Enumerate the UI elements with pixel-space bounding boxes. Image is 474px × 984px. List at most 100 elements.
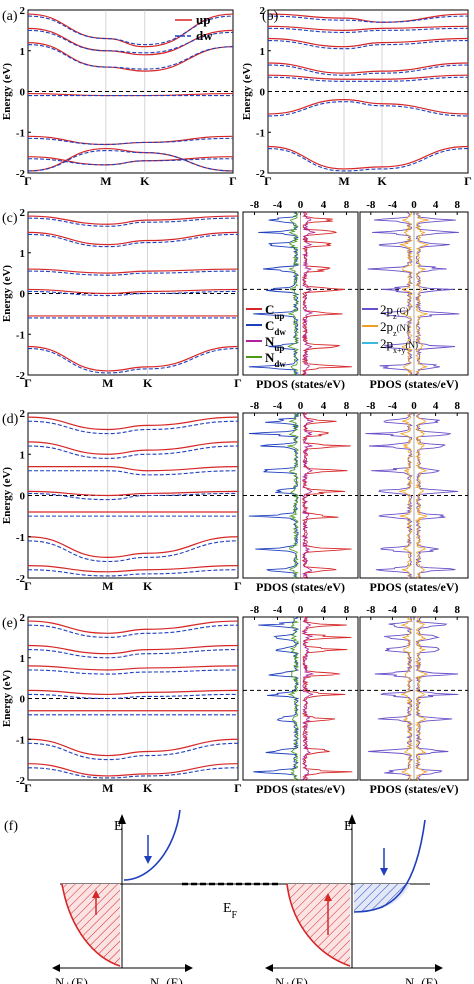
x-tick-label: Γ	[234, 579, 242, 593]
spin-up-band	[267, 99, 469, 115]
legend-label-up: up	[196, 12, 210, 27]
spin-up-band	[27, 13, 234, 48]
panel-label: (b)	[262, 9, 279, 24]
spin-down-band	[27, 270, 239, 276]
fermi-label: EF	[223, 901, 238, 921]
spin-up-band	[267, 25, 469, 31]
spin-down-band	[267, 27, 469, 33]
spin-up-band	[27, 345, 239, 372]
spin-down-band	[27, 693, 239, 700]
spin-up-band	[267, 62, 469, 74]
spin-up-band	[27, 416, 239, 431]
spin-down-band	[27, 233, 239, 248]
pdos-x-tick-label: -4	[273, 199, 283, 211]
x-tick-label: Γ	[234, 781, 242, 795]
x-tick-label: Γ	[24, 579, 32, 593]
legend-subscript: z	[393, 312, 397, 321]
legend-suffix: (C)	[397, 306, 409, 316]
pdos-n-dw	[287, 412, 300, 579]
x-tick-label: K	[143, 579, 153, 593]
spin-down-band	[27, 420, 239, 435]
legend-label-orbital: 2px+y(N)	[380, 336, 418, 355]
energy-axis-label: E	[344, 819, 353, 834]
spin-up-band	[267, 74, 469, 80]
spin-down-band	[27, 767, 239, 779]
pdos-2pz-c	[414, 616, 459, 781]
pdos-n-up	[301, 211, 316, 376]
arrow-head	[144, 856, 152, 864]
axis-arrow	[435, 964, 443, 972]
spin-down-band	[27, 29, 234, 54]
x-tick-label: M	[102, 376, 113, 390]
y-tick-label: 2	[20, 207, 26, 219]
y-tick-label: -2	[256, 168, 266, 180]
y-tick-label: -1	[256, 127, 265, 139]
y-tick-label: 0	[20, 87, 26, 99]
x-tick-label: Γ	[464, 174, 472, 188]
pdos-x-axis-label: PDOS (states/eV)	[256, 580, 345, 594]
x-tick-label: K	[140, 174, 150, 188]
legend-subscript: up	[274, 343, 284, 353]
pdos-x-tick-label: 0	[298, 199, 304, 211]
spin-up-band	[27, 231, 239, 246]
x-tick-label: Γ	[24, 174, 32, 188]
pdos-n-dw	[287, 211, 300, 376]
pdos-x-tick-label: -8	[250, 400, 260, 412]
x-tick-label: K	[143, 781, 153, 795]
spin-down-band	[27, 669, 239, 675]
x-tick-label: M	[100, 174, 111, 188]
spin-down-band	[27, 624, 239, 638]
spin-down-band	[27, 44, 234, 70]
pdos-panel-4: -8 -4 0 4 8 PDOS (states/eV)	[242, 604, 359, 796]
pdos-2pz-n	[398, 412, 413, 579]
pdos-x-tick-label: -4	[273, 604, 283, 616]
y-tick-label: 0	[20, 491, 26, 503]
y-tick-label: 1	[20, 248, 26, 260]
spin-down-band	[267, 148, 469, 172]
y-tick-label: -2	[16, 168, 26, 180]
y-tick-label: 1	[20, 46, 26, 58]
legend-suffix: (N)	[397, 323, 410, 333]
pdos-2pz-n	[400, 616, 413, 781]
axis-arrow	[265, 964, 273, 972]
spin-down-band	[27, 137, 234, 146]
spin-down-band	[27, 742, 239, 761]
dos-up-curve	[286, 883, 351, 967]
spin-down-band	[267, 76, 469, 82]
occupied-down-states	[354, 884, 410, 912]
axis-arrow	[185, 964, 193, 972]
spin-up-band	[27, 763, 239, 777]
y-tick-label: 0	[20, 694, 26, 706]
pdos-x-tick-label: -4	[388, 400, 398, 412]
pdos-c-up	[301, 211, 352, 376]
dos-axis-label-right: N₋(E)	[405, 975, 438, 984]
spin-up-band	[27, 536, 239, 558]
pdos-x-tick-label: 4	[433, 199, 439, 211]
energy-axis-label: E	[114, 819, 123, 834]
pdos-n-up	[301, 412, 314, 579]
y-tick-label: 1	[20, 653, 26, 665]
pdos-panel-1: -8 -4 0 4 8 PDOS (states/eV)	[359, 199, 469, 391]
pdos-x-tick-label: -8	[366, 400, 376, 412]
x-tick-label: M	[338, 174, 349, 188]
pdos-x-tick-label: 8	[454, 604, 460, 616]
axis-arrow	[118, 814, 126, 824]
spin-up-band	[267, 13, 469, 23]
x-tick-label: Γ	[24, 376, 32, 390]
panel-label: (d)	[2, 412, 19, 427]
legend-label-orbital: 2pz(C)	[380, 302, 409, 321]
y-axis-label: Energy (eV)	[1, 63, 13, 120]
x-tick-label: Γ	[24, 781, 32, 795]
x-tick-label: Γ	[264, 174, 272, 188]
y-axis-label: Energy (eV)	[1, 265, 13, 322]
pdos-x-tick-label: 4	[321, 604, 327, 616]
axis-arrow	[348, 814, 356, 824]
pdos-panel-3: -8 -4 0 4 8 PDOS (states/eV)	[359, 400, 469, 594]
occupied-up-states	[287, 884, 350, 966]
x-tick-label: K	[377, 174, 387, 188]
pdos-x-tick-label: 8	[454, 400, 460, 412]
